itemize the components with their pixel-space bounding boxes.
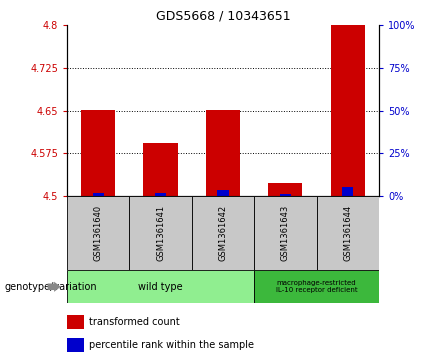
FancyBboxPatch shape (67, 196, 129, 270)
FancyBboxPatch shape (317, 196, 379, 270)
FancyBboxPatch shape (129, 196, 192, 270)
Text: GSM1361644: GSM1361644 (343, 205, 352, 261)
Title: GDS5668 / 10343651: GDS5668 / 10343651 (156, 10, 290, 23)
Text: transformed count: transformed count (89, 317, 180, 327)
Bar (93, 193, 104, 196)
Bar (81, 110, 116, 196)
Text: GSM1361643: GSM1361643 (281, 205, 290, 261)
FancyBboxPatch shape (192, 196, 254, 270)
Bar (268, 183, 303, 196)
Text: macrophage-restricted
IL-10 receptor deficient: macrophage-restricted IL-10 receptor def… (276, 280, 357, 293)
Text: GSM1361642: GSM1361642 (219, 205, 227, 261)
FancyBboxPatch shape (254, 270, 379, 303)
Bar (217, 190, 229, 196)
FancyBboxPatch shape (254, 196, 317, 270)
Text: percentile rank within the sample: percentile rank within the sample (89, 340, 254, 350)
Text: GSM1361640: GSM1361640 (94, 205, 103, 261)
Bar (280, 194, 291, 196)
FancyBboxPatch shape (67, 270, 254, 303)
Bar (155, 193, 166, 196)
Bar (342, 188, 353, 196)
Bar (330, 25, 365, 196)
Bar (143, 143, 178, 196)
Bar (206, 110, 240, 196)
Text: genotype/variation: genotype/variation (4, 282, 97, 292)
Text: wild type: wild type (138, 282, 183, 292)
Bar (67, 315, 84, 330)
Text: GSM1361641: GSM1361641 (156, 205, 165, 261)
Bar (67, 338, 84, 352)
